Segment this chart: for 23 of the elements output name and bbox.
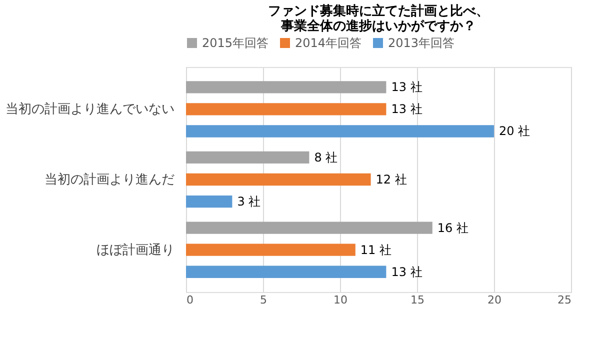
y-tick-label: ほぼ計画通り [96,242,174,258]
legend-label: 2014年回答 [295,36,362,50]
x-tick-label: 20 [488,294,502,306]
data-label: 3 社 [237,194,261,209]
data-label: 20 社 [499,124,530,138]
text: ファンド募集時に立てた計画と比べ、 [268,4,489,19]
x-tick-label: 25 [558,294,572,306]
y-tick-label: 当初の計画より進んでいない [6,102,174,118]
data-label: 16 社 [437,220,468,235]
data-label: 13 社 [391,264,422,279]
data-label: 11 社 [360,242,392,257]
legend-label: 2015年回答 [202,36,269,50]
legend-label: 2013年回答 [388,36,455,50]
x-tick-label: 15 [410,294,424,306]
x-tick-label: 10 [334,294,348,306]
data-label: 8 社 [314,150,338,164]
data-label: 12 社 [376,172,407,186]
text: 事業全体の進捗はいかがですか？ [281,19,476,34]
y-tick-label: 当初の計画より進んだ [44,172,174,188]
x-tick-label: 0 [186,294,194,306]
data-label: 13 社 [391,80,422,94]
data-label: 13 社 [391,102,422,116]
x-tick-label: 5 [260,294,267,306]
